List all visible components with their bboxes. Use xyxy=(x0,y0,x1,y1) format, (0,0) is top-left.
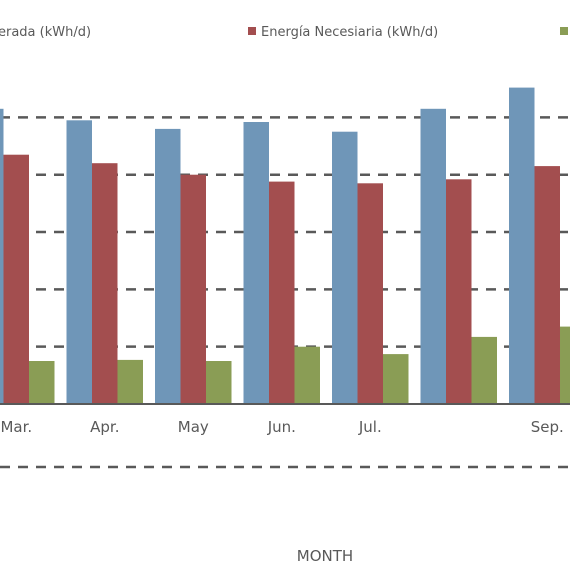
bar-series-3-1 xyxy=(117,359,143,404)
bar-series-2-0 xyxy=(3,154,29,404)
x-axis-title: MONTH xyxy=(297,547,353,565)
legend-label-series-1: erada (kWh/d) xyxy=(0,25,91,40)
bar-series-1-2 xyxy=(155,128,181,404)
bar-series-2-4 xyxy=(357,183,383,404)
legend: erada (kWh/d) Energía Necesiaria (kWh/d) xyxy=(0,25,568,40)
bar-series-1-4 xyxy=(332,131,358,404)
x-tick-labels: Mar. Apr. May Jun. Jul. Sep. xyxy=(0,418,563,436)
x-tick-label: May xyxy=(178,418,209,436)
bar-series-3-2 xyxy=(206,361,232,404)
legend-swatch-series-3 xyxy=(560,27,568,35)
bar-series-1-5 xyxy=(420,108,446,405)
x-tick-label: Sep. xyxy=(531,418,564,436)
bar-series-1-0 xyxy=(0,108,4,405)
bars xyxy=(0,87,570,405)
bar-series-2-1 xyxy=(92,163,118,404)
bar-series-3-6 xyxy=(560,326,570,404)
bar-series-2-2 xyxy=(180,174,206,404)
x-tick-label: Apr. xyxy=(90,418,119,436)
bar-series-3-0 xyxy=(29,361,55,404)
x-tick-label: Mar. xyxy=(0,418,32,436)
bar-series-2-3 xyxy=(269,181,295,404)
bar-series-1-3 xyxy=(243,122,269,404)
bar-series-3-4 xyxy=(383,354,409,404)
legend-label-series-2: Energía Necesiaria (kWh/d) xyxy=(261,25,438,40)
x-tick-label: Jul. xyxy=(358,418,382,436)
bar-series-3-3 xyxy=(294,346,320,404)
bar-series-2-6 xyxy=(534,166,560,404)
bar-series-1-6 xyxy=(509,87,535,404)
bar-series-1-1 xyxy=(66,120,92,405)
bar-series-2-5 xyxy=(446,179,472,404)
legend-swatch-series-2 xyxy=(248,27,256,35)
x-tick-label: Jun. xyxy=(267,418,296,436)
bar-series-3-5 xyxy=(471,336,497,404)
